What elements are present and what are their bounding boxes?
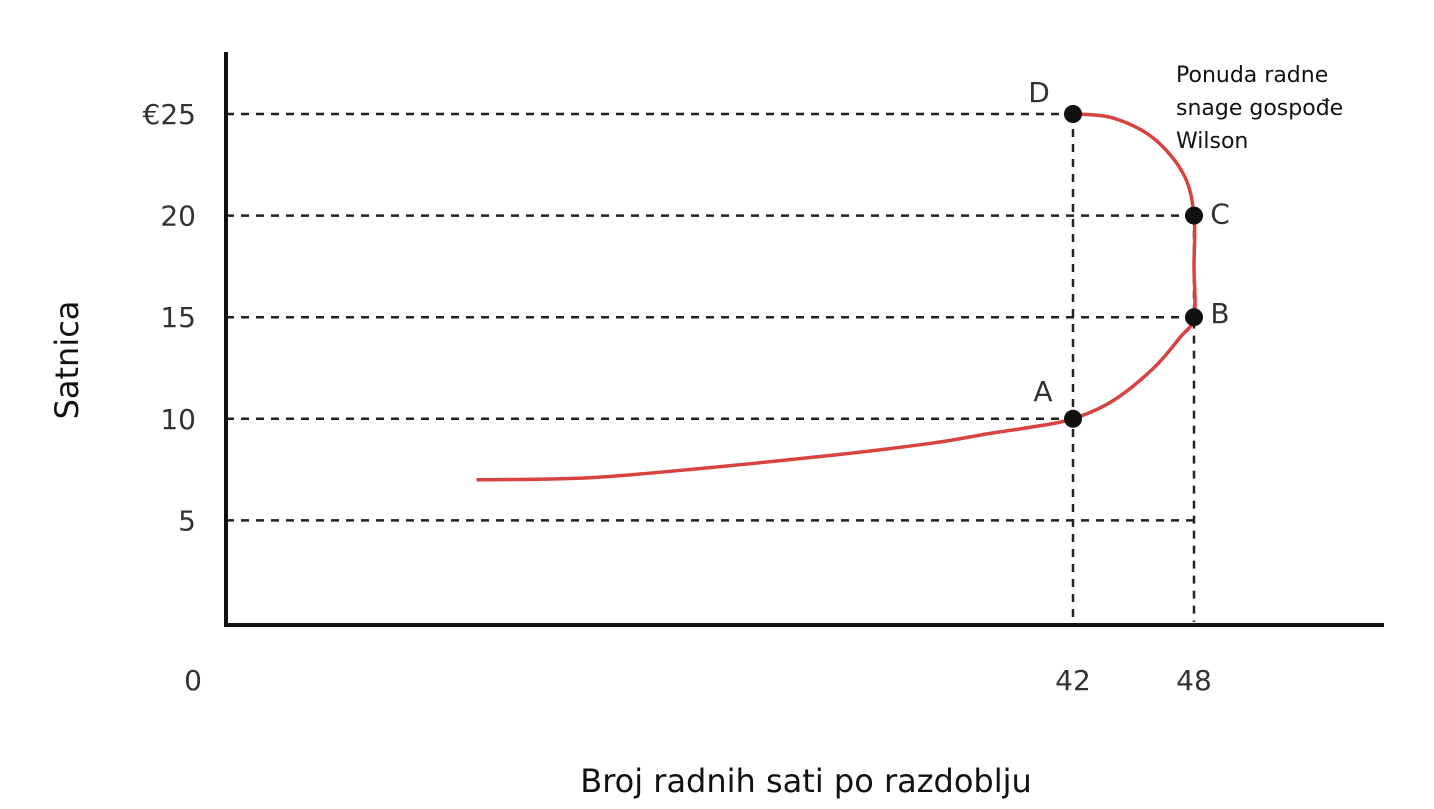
axes xyxy=(224,52,1384,627)
point-label-B: B xyxy=(1210,297,1229,330)
y-tick-label-15: 15 xyxy=(160,301,196,334)
point-D xyxy=(1064,105,1082,123)
x-tick-label-48: 48 xyxy=(1176,664,1212,697)
point-C xyxy=(1185,206,1203,225)
series-line-0 xyxy=(476,112,1197,482)
point-A xyxy=(1064,409,1082,428)
point-B xyxy=(1185,308,1203,327)
point-label-A: A xyxy=(1033,375,1052,408)
point-label-D: D xyxy=(1028,76,1050,109)
x-axis-title: Broj radnih sati po razdoblju xyxy=(580,762,1032,800)
y-tick-label-10: 10 xyxy=(160,403,196,436)
data-points: A B C D xyxy=(1028,76,1230,428)
legend-line-1: Ponuda radne xyxy=(1176,63,1328,88)
supply-curve xyxy=(476,112,1197,482)
legend-line-3: Wilson xyxy=(1176,129,1248,154)
x-tick-label-0: 0 xyxy=(184,664,202,697)
x-tick-label-42: 42 xyxy=(1055,664,1091,697)
tick-labels: 5 10 15 20 €25 0 42 48 xyxy=(143,98,1212,697)
y-tick-label-20: 20 xyxy=(160,200,196,233)
y-tick-label-25: €25 xyxy=(143,98,196,131)
y-tick-label-5: 5 xyxy=(178,504,196,537)
legend-line-2: snage gospođe xyxy=(1176,96,1343,121)
y-axis-title: Satnica xyxy=(48,301,86,420)
point-label-C: C xyxy=(1210,198,1230,231)
series-legend: Ponuda radne snage gospođe Wilson xyxy=(1176,63,1343,154)
plot-area xyxy=(226,55,1384,625)
